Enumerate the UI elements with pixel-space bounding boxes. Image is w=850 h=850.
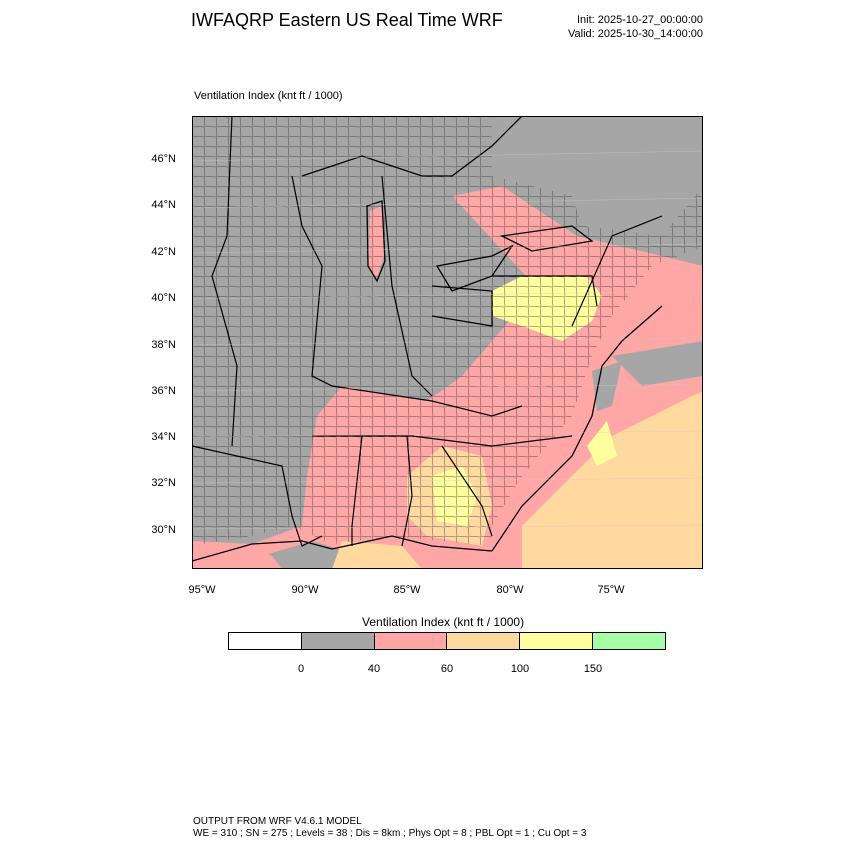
pink-region-gulf <box>192 546 282 569</box>
model-footer: OUTPUT FROM WRF V4.6.1 MODEL WE = 310 ; … <box>193 816 586 840</box>
footer-config-line: WE = 310 ; SN = 275 ; Levels = 38 ; Dis … <box>193 828 587 839</box>
valid-time: Valid: 2025-10-30_14:00:00 <box>568 28 703 40</box>
lat-label-32n: 32°N <box>151 477 176 489</box>
lat-label-40n: 40°N <box>151 292 176 304</box>
lat-label-30n: 30°N <box>151 524 176 536</box>
ventilation-index-map <box>192 116 703 569</box>
lon-label-75w: 75°W <box>597 584 625 596</box>
init-valid-times: Init: 2025-10-27_00:00:00 Valid: 2025-10… <box>568 13 703 41</box>
colorbar-label-100: 100 <box>510 663 530 675</box>
lon-label-80w: 80°W <box>496 584 524 596</box>
atlantic-grey-patch-2 <box>592 361 622 411</box>
lat-label-38n: 38°N <box>151 339 176 351</box>
lat-label-42n: 42°N <box>151 246 176 258</box>
footer-model-line: OUTPUT FROM WRF V4.6.1 MODEL <box>193 816 362 827</box>
map-frame <box>192 116 703 569</box>
orange-region-atlantic <box>522 391 703 569</box>
colorbar-label-60: 60 <box>440 663 454 675</box>
colorbar-box-40-60 <box>374 633 448 649</box>
colorbar-box-100-150 <box>520 633 594 649</box>
lake-shorelines <box>192 116 663 562</box>
lon-label-85w: 85°W <box>393 584 421 596</box>
colorbar-title: Ventilation Index (knt ft / 1000) <box>362 615 525 629</box>
graticule <box>192 150 703 530</box>
plot-title: IWFAQRP Eastern US Real Time WRF <box>191 10 503 30</box>
lat-label-36n: 36°N <box>151 385 176 397</box>
colorbar-label-150: 150 <box>583 663 603 675</box>
colorbar <box>228 632 666 650</box>
init-time: Init: 2025-10-27_00:00:00 <box>577 14 703 26</box>
lat-label-46n: 46°N <box>151 153 176 165</box>
lon-label-95w: 95°W <box>188 584 216 596</box>
atlantic-grey-patch <box>612 341 703 386</box>
colorbar-box-0-40 <box>301 633 375 649</box>
colorbar-label-0: 0 <box>297 663 305 675</box>
orange-region-gulfcoast <box>332 541 422 569</box>
colorbar-box-above-150 <box>593 633 665 649</box>
colorbar-label-40: 40 <box>367 663 381 675</box>
colorbar-box-below-0 <box>229 633 302 649</box>
lon-label-90w: 90°W <box>291 584 319 596</box>
lat-label-44n: 44°N <box>151 199 176 211</box>
lat-label-34n: 34°N <box>151 431 176 443</box>
colorbar-box-60-100 <box>447 633 521 649</box>
county-lines <box>192 116 703 546</box>
map-subtitle: Ventilation Index (knt ft / 1000) <box>194 90 343 102</box>
